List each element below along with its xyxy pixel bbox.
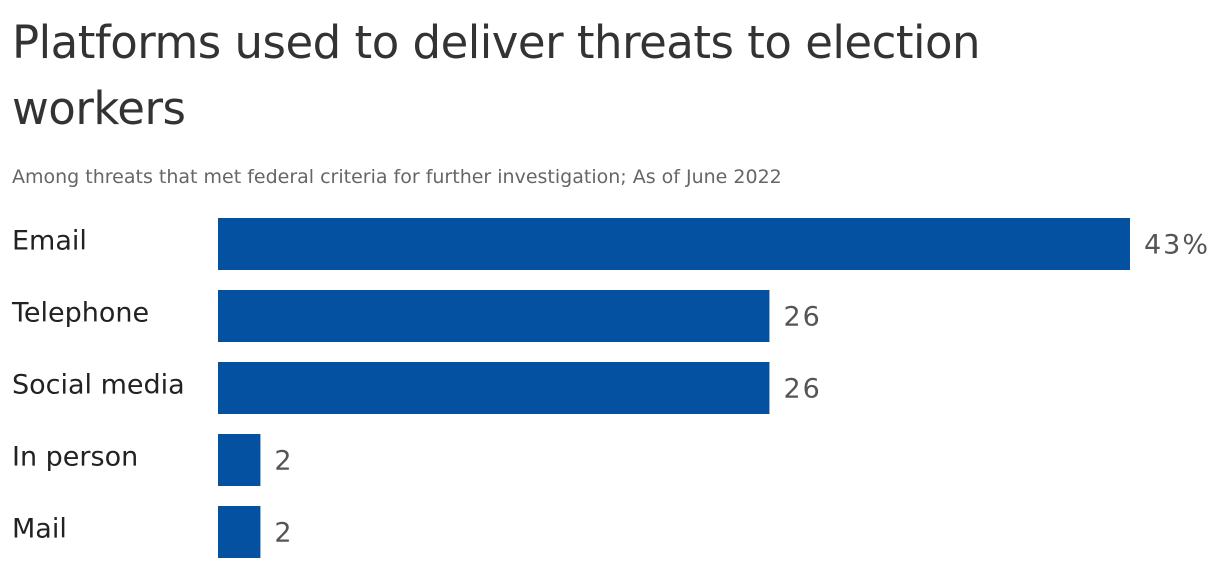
value-label: 2: [274, 518, 293, 549]
bar: [218, 362, 770, 414]
category-label: Mail: [12, 514, 67, 545]
value-label: 43%: [1144, 230, 1210, 261]
bar: [218, 218, 1130, 270]
value-label: 26: [783, 374, 821, 405]
value-label: 2: [274, 446, 293, 477]
value-label: 26: [783, 302, 821, 333]
category-label: Social media: [12, 370, 185, 401]
chart-subtitle: Among threats that met federal criteria …: [12, 166, 782, 188]
category-label: Telephone: [11, 298, 149, 329]
bar: [218, 506, 261, 558]
category-label: In person: [12, 442, 138, 473]
bar: [218, 434, 261, 486]
bar: [218, 290, 770, 342]
chart-title: Platforms used to deliver threats to ele…: [12, 16, 981, 135]
category-label: Email: [12, 226, 87, 257]
